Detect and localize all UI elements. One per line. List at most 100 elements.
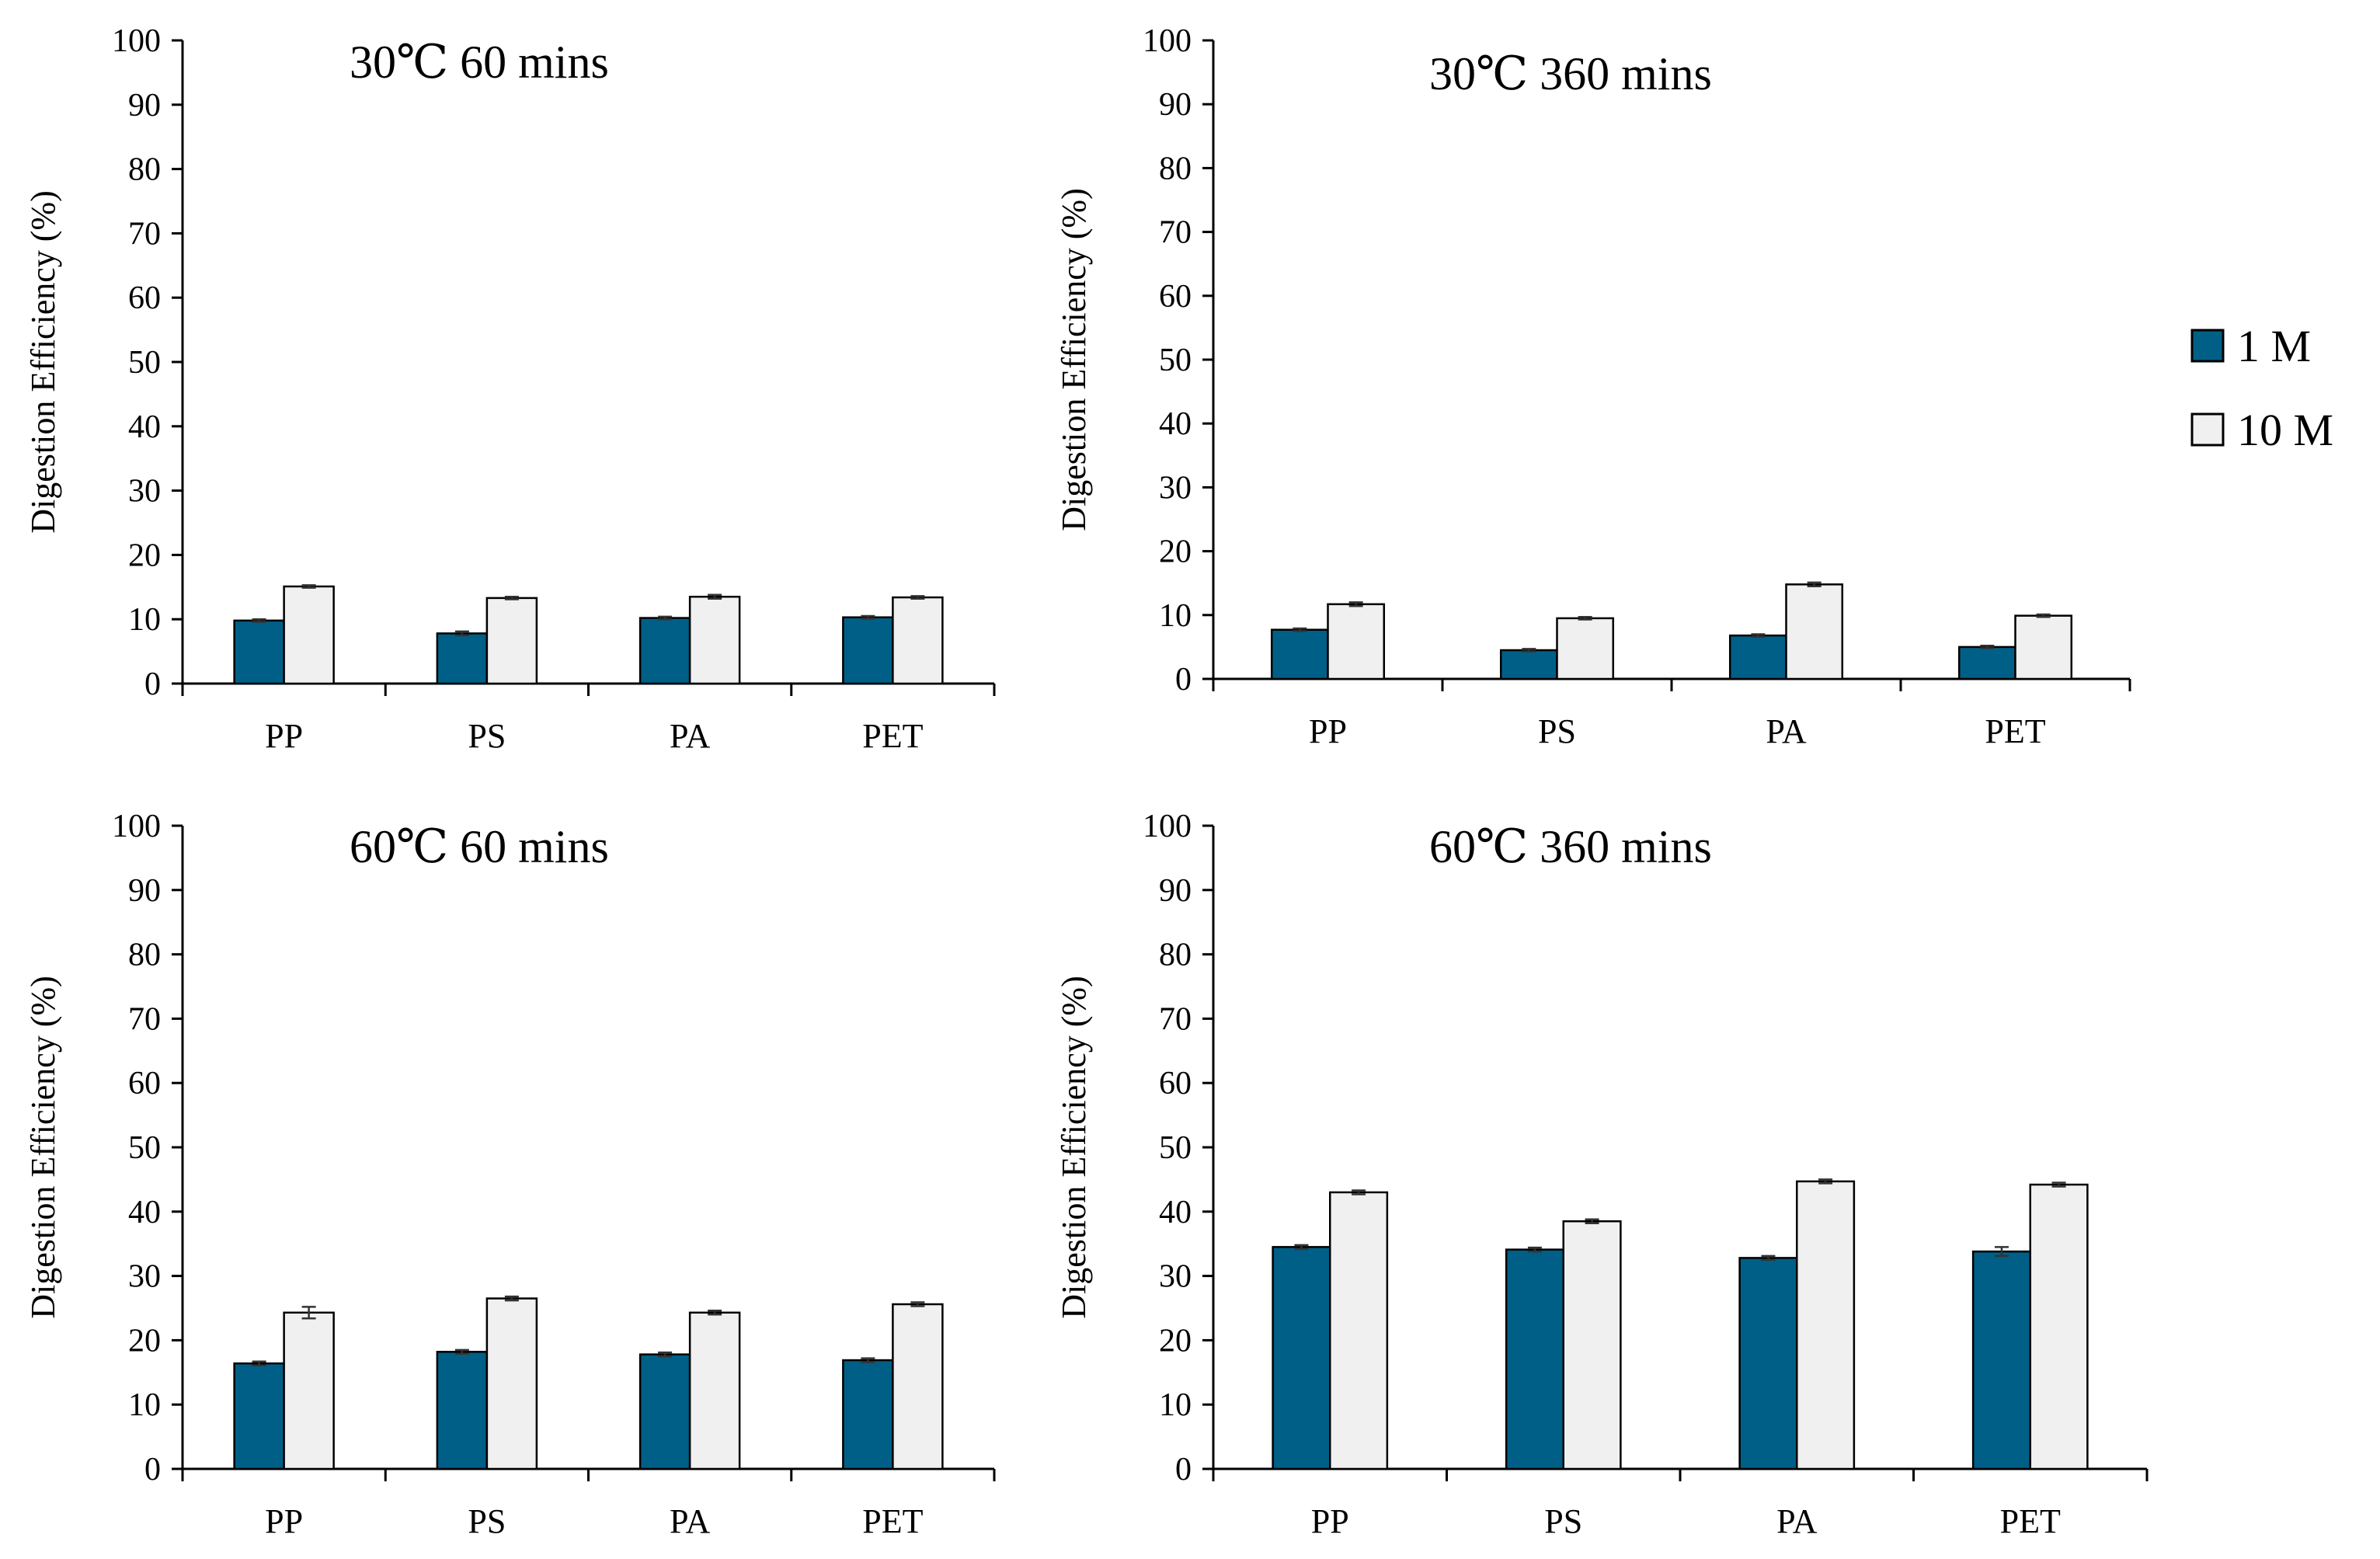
y-tick-label: 60 (128, 1066, 161, 1101)
y-tick-label: 30 (1159, 470, 1192, 506)
y-tick-label: 40 (1159, 1195, 1192, 1230)
chart-panel-2: 30℃ 360 mins Digestion Efficiency (%) 0 10 2… (1055, 23, 2131, 750)
y-tick-label: 60 (1159, 1066, 1192, 1101)
y-tick-label: 50 (128, 1130, 161, 1166)
bar-series-1m (1505, 1248, 1564, 1470)
bar-series-10m (485, 597, 538, 685)
panel-title: 30℃ 60 mins (350, 37, 609, 88)
chart-panel-3: 60℃ 60 mins Digestion Efficiency (%) 0 10 20… (24, 809, 996, 1540)
y-tick-label: 10 (128, 602, 161, 638)
y-tick-label: 20 (128, 1323, 161, 1359)
bar-series-10m (485, 1297, 538, 1470)
bar-series-10m (688, 595, 741, 685)
category-label: PP (265, 1502, 303, 1540)
y-tick-label: 10 (1159, 598, 1192, 634)
y-tick-label: 90 (1159, 873, 1192, 909)
y-axis-label: Digestion Efficiency (%) (24, 190, 62, 533)
y-tick-label: 0 (1175, 1452, 1192, 1488)
category-label: PS (1544, 1502, 1582, 1540)
bar-series-1m (1728, 634, 1787, 680)
y-tick-label: 10 (1159, 1387, 1192, 1423)
bar-series-10m (1785, 583, 1844, 680)
y-tick-label: 30 (128, 1259, 161, 1295)
bar-series-1m (1971, 1250, 2031, 1470)
bar-series-10m (892, 596, 944, 685)
category-label: PET (862, 717, 923, 755)
y-tick-label: 50 (128, 345, 161, 381)
y-tick-label: 30 (128, 474, 161, 510)
y-tick-label: 100 (1143, 809, 1192, 844)
y-tick-label: 40 (128, 1195, 161, 1230)
bar-series-1m (638, 1353, 691, 1470)
y-tick-label: 100 (112, 809, 161, 844)
bar-series-1m (638, 617, 691, 685)
y-tick-label: 60 (128, 280, 161, 316)
category-label: PA (1776, 1502, 1817, 1540)
legend-label: 1 M (2237, 321, 2311, 371)
bar-series-10m (283, 1311, 335, 1470)
category-label: PS (468, 717, 506, 755)
bar-series-1m (842, 616, 894, 685)
category-label: PA (1766, 712, 1806, 750)
bar-series-10m (283, 585, 335, 685)
y-tick-label: 70 (128, 1001, 161, 1037)
y-tick-label: 0 (1175, 662, 1192, 698)
category-label: PET (2000, 1502, 2061, 1540)
bar-series-10m (1556, 617, 1615, 680)
y-tick-label: 100 (1143, 23, 1192, 59)
bar-series-1m (842, 1359, 894, 1470)
chart-panel-1: 30℃ 60 mins Digestion Efficiency (%) 0 10 20… (24, 23, 996, 755)
category-label: PP (1311, 1502, 1349, 1540)
bar-series-10m (2014, 614, 2073, 680)
bar-series-1m (1270, 628, 1329, 680)
bar-series-1m (436, 632, 489, 685)
category-label: PET (862, 1502, 923, 1540)
panel-title: 60℃ 360 mins (1429, 821, 1712, 872)
legend-swatch-series-10m (2190, 412, 2225, 447)
legend-swatch-series-1m (2190, 329, 2225, 363)
y-axis-label: Digestion Efficiency (%) (24, 976, 62, 1318)
category-label: PA (670, 717, 710, 755)
y-tick-label: 80 (1159, 938, 1192, 973)
y-axis-label: Digestion Efficiency (%) (1055, 188, 1093, 531)
y-tick-label: 70 (1159, 1001, 1192, 1037)
y-tick-label: 0 (144, 1452, 161, 1488)
y-tick-label: 90 (128, 873, 161, 909)
y-tick-label: 70 (128, 216, 161, 252)
bar-series-1m (1499, 649, 1558, 680)
y-tick-label: 90 (1159, 87, 1192, 123)
y-tick-label: 20 (1159, 534, 1192, 570)
y-tick-label: 100 (112, 23, 161, 59)
y-tick-label: 10 (128, 1387, 161, 1423)
bar-series-10m (892, 1303, 944, 1470)
y-tick-label: 0 (144, 666, 161, 702)
bar-series-10m (1327, 603, 1386, 680)
y-tick-label: 80 (128, 152, 161, 188)
y-tick-label: 20 (128, 538, 161, 573)
chart-panel-4: 60℃ 360 mins Digestion Efficiency (%) 0 10 2… (1055, 809, 2149, 1540)
category-label: PET (1985, 712, 2045, 750)
y-tick-label: 70 (1159, 215, 1192, 251)
category-label: PP (1309, 712, 1347, 750)
bar-series-10m (1562, 1220, 1622, 1470)
category-label: PS (468, 1502, 506, 1540)
y-tick-label: 30 (1159, 1259, 1192, 1295)
category-label: PA (670, 1502, 710, 1540)
bar-series-10m (1329, 1191, 1389, 1470)
y-axis-label: Digestion Efficiency (%) (1055, 976, 1093, 1318)
y-tick-label: 40 (1159, 406, 1192, 442)
bar-series-1m (1738, 1257, 1798, 1470)
y-tick-label: 50 (1159, 1130, 1192, 1166)
bar-series-1m (1272, 1246, 1331, 1470)
legend: 1 M 10 M (2190, 321, 2333, 455)
bar-series-10m (688, 1311, 741, 1470)
category-label: PS (1538, 712, 1576, 750)
bar-series-10m (2029, 1183, 2089, 1470)
y-tick-label: 90 (128, 88, 161, 124)
y-tick-label: 80 (1159, 151, 1192, 186)
panel-title: 60℃ 60 mins (350, 821, 609, 872)
y-tick-label: 20 (1159, 1323, 1192, 1359)
bar-series-1m (436, 1351, 489, 1470)
legend-label: 10 M (2237, 405, 2333, 455)
